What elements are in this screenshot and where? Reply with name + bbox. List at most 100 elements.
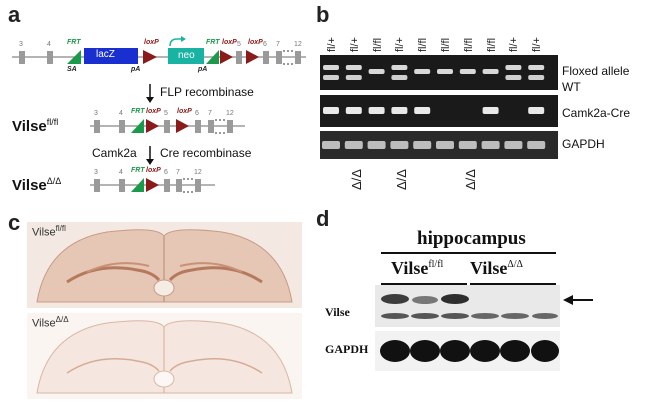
- western-blot: [375, 285, 560, 371]
- gel-band-gapdh: [527, 141, 546, 149]
- gel-band-floxed: [482, 69, 499, 74]
- loxp-label-top-2: loxP: [222, 39, 237, 46]
- frt-bot: [131, 178, 144, 192]
- exon-4-mid: [119, 120, 125, 133]
- loxp-bot: [146, 178, 159, 192]
- loxp-label-bot: loxP: [146, 167, 161, 174]
- frt-label-top-1: FRT: [67, 39, 81, 46]
- group-delta-label: VilseΔ/Δ: [470, 258, 523, 279]
- gel-band-wt: [323, 75, 339, 80]
- exon-12-bot: [195, 179, 201, 192]
- exon-num-7-mid: 7: [208, 110, 212, 117]
- gel-band-gapdh: [367, 141, 386, 149]
- lane-label: fl/fl: [462, 37, 475, 52]
- brain-section-delta: [27, 313, 302, 399]
- panel-d-letter: d: [316, 206, 330, 231]
- exon-num-6-bot: 6: [164, 169, 168, 176]
- exon-num-4-bot: 4: [119, 169, 123, 176]
- neo-label: neo: [178, 50, 195, 61]
- section-top-sup: fl/fl: [55, 224, 66, 233]
- exon-num-3-bot: 3: [94, 169, 98, 176]
- flp-step-label: FLP recombinase: [160, 85, 254, 99]
- section-label-delta: VilseΔ/Δ: [32, 315, 69, 330]
- exon-5-top: [236, 51, 242, 64]
- gel-band-floxed: [505, 65, 522, 70]
- group-delta-sup: Δ/Δ: [507, 259, 523, 270]
- exon-4-top: [47, 51, 53, 64]
- lane-label: fl/fl: [440, 37, 452, 52]
- loxp-top-1: [143, 50, 157, 64]
- gel-band-gapdh: [413, 141, 432, 149]
- frt-top-1: [67, 50, 81, 64]
- gel-band-gapdh: [344, 141, 363, 149]
- brain-section-flfl: [27, 222, 302, 308]
- cre-step-label: Cre recombinase: [160, 146, 252, 160]
- section-bottom-name: Vilse: [32, 317, 56, 330]
- group-flfl-name: Vilse: [391, 258, 429, 278]
- pa-label-1: pA: [131, 66, 141, 73]
- gel-band-cre: [414, 107, 431, 114]
- loxp-label-top-1: loxP: [144, 39, 159, 46]
- exon-num-4-mid: 4: [119, 110, 123, 117]
- gel-band-floxed: [414, 69, 431, 74]
- gel-band-wt: [391, 75, 408, 80]
- deletion-label: Δ/Δ: [462, 169, 478, 190]
- allele-vilse-delta: VilseΔ/Δ: [12, 176, 61, 194]
- gel-band-cre: [323, 107, 339, 114]
- loxp-label-mid-2: loxP: [177, 108, 192, 115]
- gel-label-wt: WT: [562, 80, 581, 94]
- panel-b-letter: b: [316, 2, 330, 27]
- gel-band-wt: [345, 75, 362, 80]
- group-delta-underline: [470, 283, 556, 285]
- gel-band-gapdh: [322, 141, 340, 149]
- targeting-construct-diagram: [12, 36, 306, 193]
- lane-label: fl/+: [394, 37, 407, 52]
- exon-3-top: [19, 51, 25, 64]
- exon-12-top: [295, 51, 301, 64]
- gel-band-gapdh: [436, 141, 454, 149]
- exon-num-12-bot: 12: [194, 169, 202, 176]
- deletion-label: Δ/Δ: [394, 169, 410, 190]
- exon-num-3-top: 3: [19, 41, 23, 48]
- gel-band-gapdh: [481, 141, 500, 149]
- allele-vilse-flfl: Vilsefl/fl: [12, 117, 58, 135]
- gel-label-gapdh: GAPDH: [562, 137, 605, 151]
- frt-top-2: [206, 50, 219, 64]
- group-delta-name: Vilse: [470, 258, 508, 278]
- gel-band-cre: [482, 107, 499, 114]
- gel-band-floxed: [391, 65, 408, 70]
- exon-num-3-mid: 3: [94, 110, 98, 117]
- exon-3-bot: [94, 179, 100, 192]
- exon-7-top: [276, 51, 282, 64]
- allele-bot-sup: Δ/Δ: [46, 176, 62, 186]
- exon-3-mid: [94, 120, 100, 133]
- neo-box: [168, 48, 204, 64]
- region-title: hippocampus: [417, 228, 526, 249]
- allele-bot-name: Vilse: [12, 177, 47, 194]
- gel-band-wt: [505, 75, 522, 80]
- lane-label: fl/+: [348, 37, 361, 52]
- gel-label-floxed: Floxed allele: [562, 64, 630, 78]
- exon-num-7-bot: 7: [176, 169, 180, 176]
- exon-12-mid: [227, 120, 233, 133]
- sa-label: SA: [67, 66, 77, 73]
- lane-label: fl/fl: [485, 37, 498, 52]
- group-flfl-label: Vilsefl/fl: [391, 258, 443, 279]
- lacz-label: lacZ: [96, 49, 115, 60]
- exon-num-12-mid: 12: [226, 110, 234, 117]
- gel-band-floxed: [437, 69, 453, 74]
- panel-c-letter: c: [8, 210, 21, 235]
- exon-6-mid: [195, 120, 201, 133]
- gel-band-gapdh: [458, 141, 477, 149]
- arrow-icon: [563, 295, 593, 305]
- allele-mid-sup: fl/fl: [46, 117, 59, 127]
- blot-row-gapdh-label: GAPDH: [325, 342, 369, 356]
- lacz-box: [84, 48, 138, 64]
- pa-label-2: pA: [198, 66, 208, 73]
- group-flfl-underline: [381, 283, 467, 285]
- blot-row-vilse-label: Vilse: [325, 305, 350, 319]
- exon-num-6-top: 6: [263, 41, 267, 48]
- loxp-label-mid-1: loxP: [146, 108, 161, 115]
- exon-5-mid: [164, 120, 170, 133]
- gel-band-cre: [528, 107, 545, 114]
